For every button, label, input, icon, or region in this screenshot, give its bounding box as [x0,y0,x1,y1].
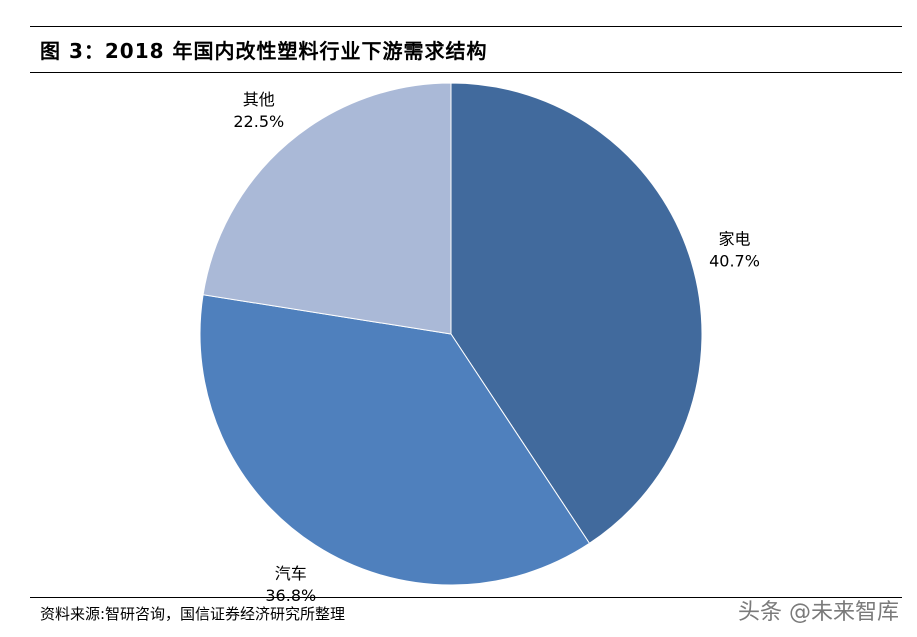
source-note: 资料来源:智研咨询，国信证券经济研究所整理 [40,605,346,623]
figure-title: 图 3：2018 年国内改性塑料行业下游需求结构 [40,39,488,63]
slice-percent-label: 22.5% [233,112,284,131]
slice-percent-label: 40.7% [709,252,760,271]
slice-percent-label: 36.8% [265,586,316,605]
slice-category-label: 汽车 [275,564,307,583]
pie-slice [199,294,591,586]
title-rule [30,72,902,73]
bottom-rule [30,597,902,598]
top-rule [30,26,902,27]
slice-category-label: 家电 [718,230,750,249]
pie-slice [202,82,452,335]
slice-category-label: 其他 [243,90,275,109]
watermark: 头条 @未来智库 [738,600,899,625]
